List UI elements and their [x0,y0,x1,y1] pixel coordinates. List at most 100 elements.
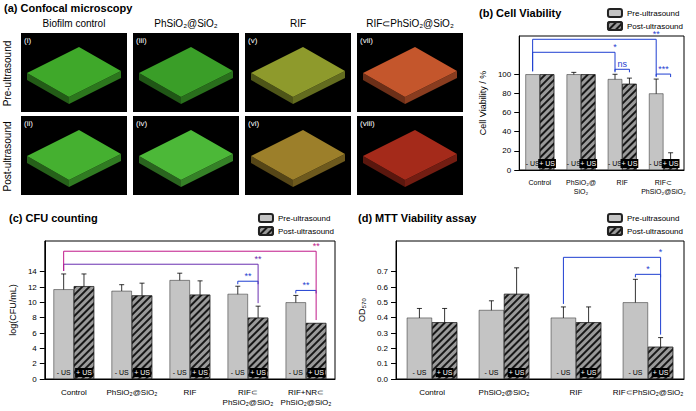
svg-text:- US: - US [289,369,303,376]
svg-text:0.2: 0.2 [377,344,389,353]
svg-text:RIF: RIF [183,388,196,397]
svg-text:ns: ns [617,59,627,69]
svg-text:Control: Control [61,388,87,397]
svg-text:(v): (v) [248,36,258,45]
svg-text:Post-ultrasound: Post-ultrasound [627,227,683,236]
svg-text:(c) CFU counting: (c) CFU counting [9,212,98,224]
svg-text:*: * [613,42,617,52]
svg-text:(vi): (vi) [248,119,259,128]
svg-text:(iii): (iii) [136,36,147,45]
svg-text:PhSiO₂@: PhSiO₂@ [566,179,596,186]
svg-text:0.4: 0.4 [377,313,389,322]
svg-text:80: 80 [502,89,511,98]
svg-text:RIF: RIF [570,388,583,397]
svg-text:(d) MTT Viability assay: (d) MTT Viability assay [358,212,477,224]
svg-text:RIF⊂PhSiO₂@SiO₂: RIF⊂PhSiO₂@SiO₂ [613,388,684,397]
svg-text:0: 0 [507,166,512,175]
svg-text:+ US: + US [653,369,669,376]
svg-text:+ US: + US [539,160,555,167]
svg-text:*: * [659,247,663,257]
svg-text:6: 6 [32,329,37,338]
svg-text:0: 0 [32,375,37,384]
svg-text:(viii): (viii) [360,119,375,128]
svg-text:(i): (i) [24,36,31,45]
svg-text:(iv): (iv) [136,119,147,128]
svg-text:PhSiO₂@SiO₂: PhSiO₂@SiO₂ [479,388,530,397]
svg-text:SiO₂: SiO₂ [574,188,589,195]
svg-text:14: 14 [28,267,37,276]
svg-text:0.6: 0.6 [377,283,389,292]
svg-text:PhSiO₂@SiO₂: PhSiO₂@SiO₂ [106,388,157,397]
svg-text:Pre-ultrasound: Pre-ultrasound [278,214,330,223]
svg-text:Post-ultrasound: Post-ultrasound [2,121,13,191]
svg-text:40: 40 [502,127,511,136]
svg-text:**: ** [244,271,252,281]
svg-text:60: 60 [502,108,511,117]
svg-text:RIF⊂: RIF⊂ [655,179,672,186]
svg-text:- US: - US [526,160,540,167]
svg-text:Pre-ultrasound: Pre-ultrasound [2,41,13,107]
svg-text:+ US: + US [250,369,266,376]
svg-text:PhSiO₂@SiO₂: PhSiO₂@SiO₂ [281,398,332,407]
svg-text:- US: - US [567,160,581,167]
svg-text:+ US: + US [663,160,679,167]
svg-text:+ US: + US [581,369,597,376]
svg-text:(a) Confocal microscopy: (a) Confocal microscopy [4,2,133,14]
svg-text:Control: Control [419,388,445,397]
svg-text:4: 4 [32,344,37,353]
svg-text:8: 8 [32,313,37,322]
svg-text:Post-ultrasound: Post-ultrasound [627,22,683,31]
svg-text:(vii): (vii) [360,36,373,45]
svg-text:Pre-ultrasound: Pre-ultrasound [627,9,679,18]
svg-text:RIF: RIF [290,18,306,29]
svg-text:(ii): (ii) [24,119,33,128]
svg-text:OD₅₇₀: OD₅₇₀ [357,298,367,322]
svg-text:***: *** [658,64,669,74]
svg-text:- US: - US [628,369,642,376]
svg-text:+ US: + US [192,369,208,376]
svg-text:- US: - US [649,160,663,167]
svg-text:Biofilm control: Biofilm control [43,18,106,29]
svg-text:PhSiO₂@SiO₂: PhSiO₂@SiO₂ [223,398,274,407]
svg-text:**: ** [302,280,310,290]
svg-text:- US: - US [115,369,129,376]
svg-text:PhSiO₂@SiO₂: PhSiO₂@SiO₂ [154,18,218,29]
svg-text:100: 100 [498,70,512,79]
svg-text:+ US: + US [509,369,525,376]
svg-text:Post-ultrasound: Post-ultrasound [278,227,334,236]
svg-text:20: 20 [502,146,511,155]
svg-text:10: 10 [28,298,37,307]
svg-text:0.1: 0.1 [377,359,389,368]
svg-text:+ US: + US [622,160,638,167]
svg-text:+ US: + US [580,160,596,167]
svg-text:Pre-ultrasound: Pre-ultrasound [627,214,679,223]
svg-text:**: ** [255,254,263,264]
svg-text:- US: - US [57,369,71,376]
svg-text:- US: - US [484,369,498,376]
svg-text:- US: - US [231,369,245,376]
svg-text:Cell Viability / %: Cell Viability / % [478,71,488,135]
svg-text:0.3: 0.3 [377,329,389,338]
svg-text:RIF⊂PhSiO₂@SiO₂: RIF⊂PhSiO₂@SiO₂ [366,18,454,29]
svg-text:PhSiO₂@SiO₂: PhSiO₂@SiO₂ [641,188,686,195]
svg-text:**: ** [313,241,321,251]
svg-text:- US: - US [412,369,426,376]
svg-text:0.0: 0.0 [377,375,389,384]
svg-text:- US: - US [173,369,187,376]
svg-text:0.7: 0.7 [377,267,389,276]
svg-text:+ US: + US [134,369,150,376]
svg-text:2: 2 [32,359,37,368]
svg-text:- US: - US [608,160,622,167]
svg-text:RIF⊂: RIF⊂ [238,388,258,397]
svg-text:+ US: + US [308,369,324,376]
svg-text:- US: - US [556,369,570,376]
svg-text:+ US: + US [437,369,453,376]
svg-text:log(CFU/mL): log(CFU/mL) [8,284,18,336]
svg-text:12: 12 [28,283,37,292]
svg-text:Control: Control [529,179,552,186]
svg-text:*: * [646,264,650,274]
svg-text:RIF+NR⊂: RIF+NR⊂ [288,388,324,397]
svg-text:+ US: + US [76,369,92,376]
svg-text:0.5: 0.5 [377,298,389,307]
svg-text:(b) Cell Viability: (b) Cell Viability [479,7,562,19]
